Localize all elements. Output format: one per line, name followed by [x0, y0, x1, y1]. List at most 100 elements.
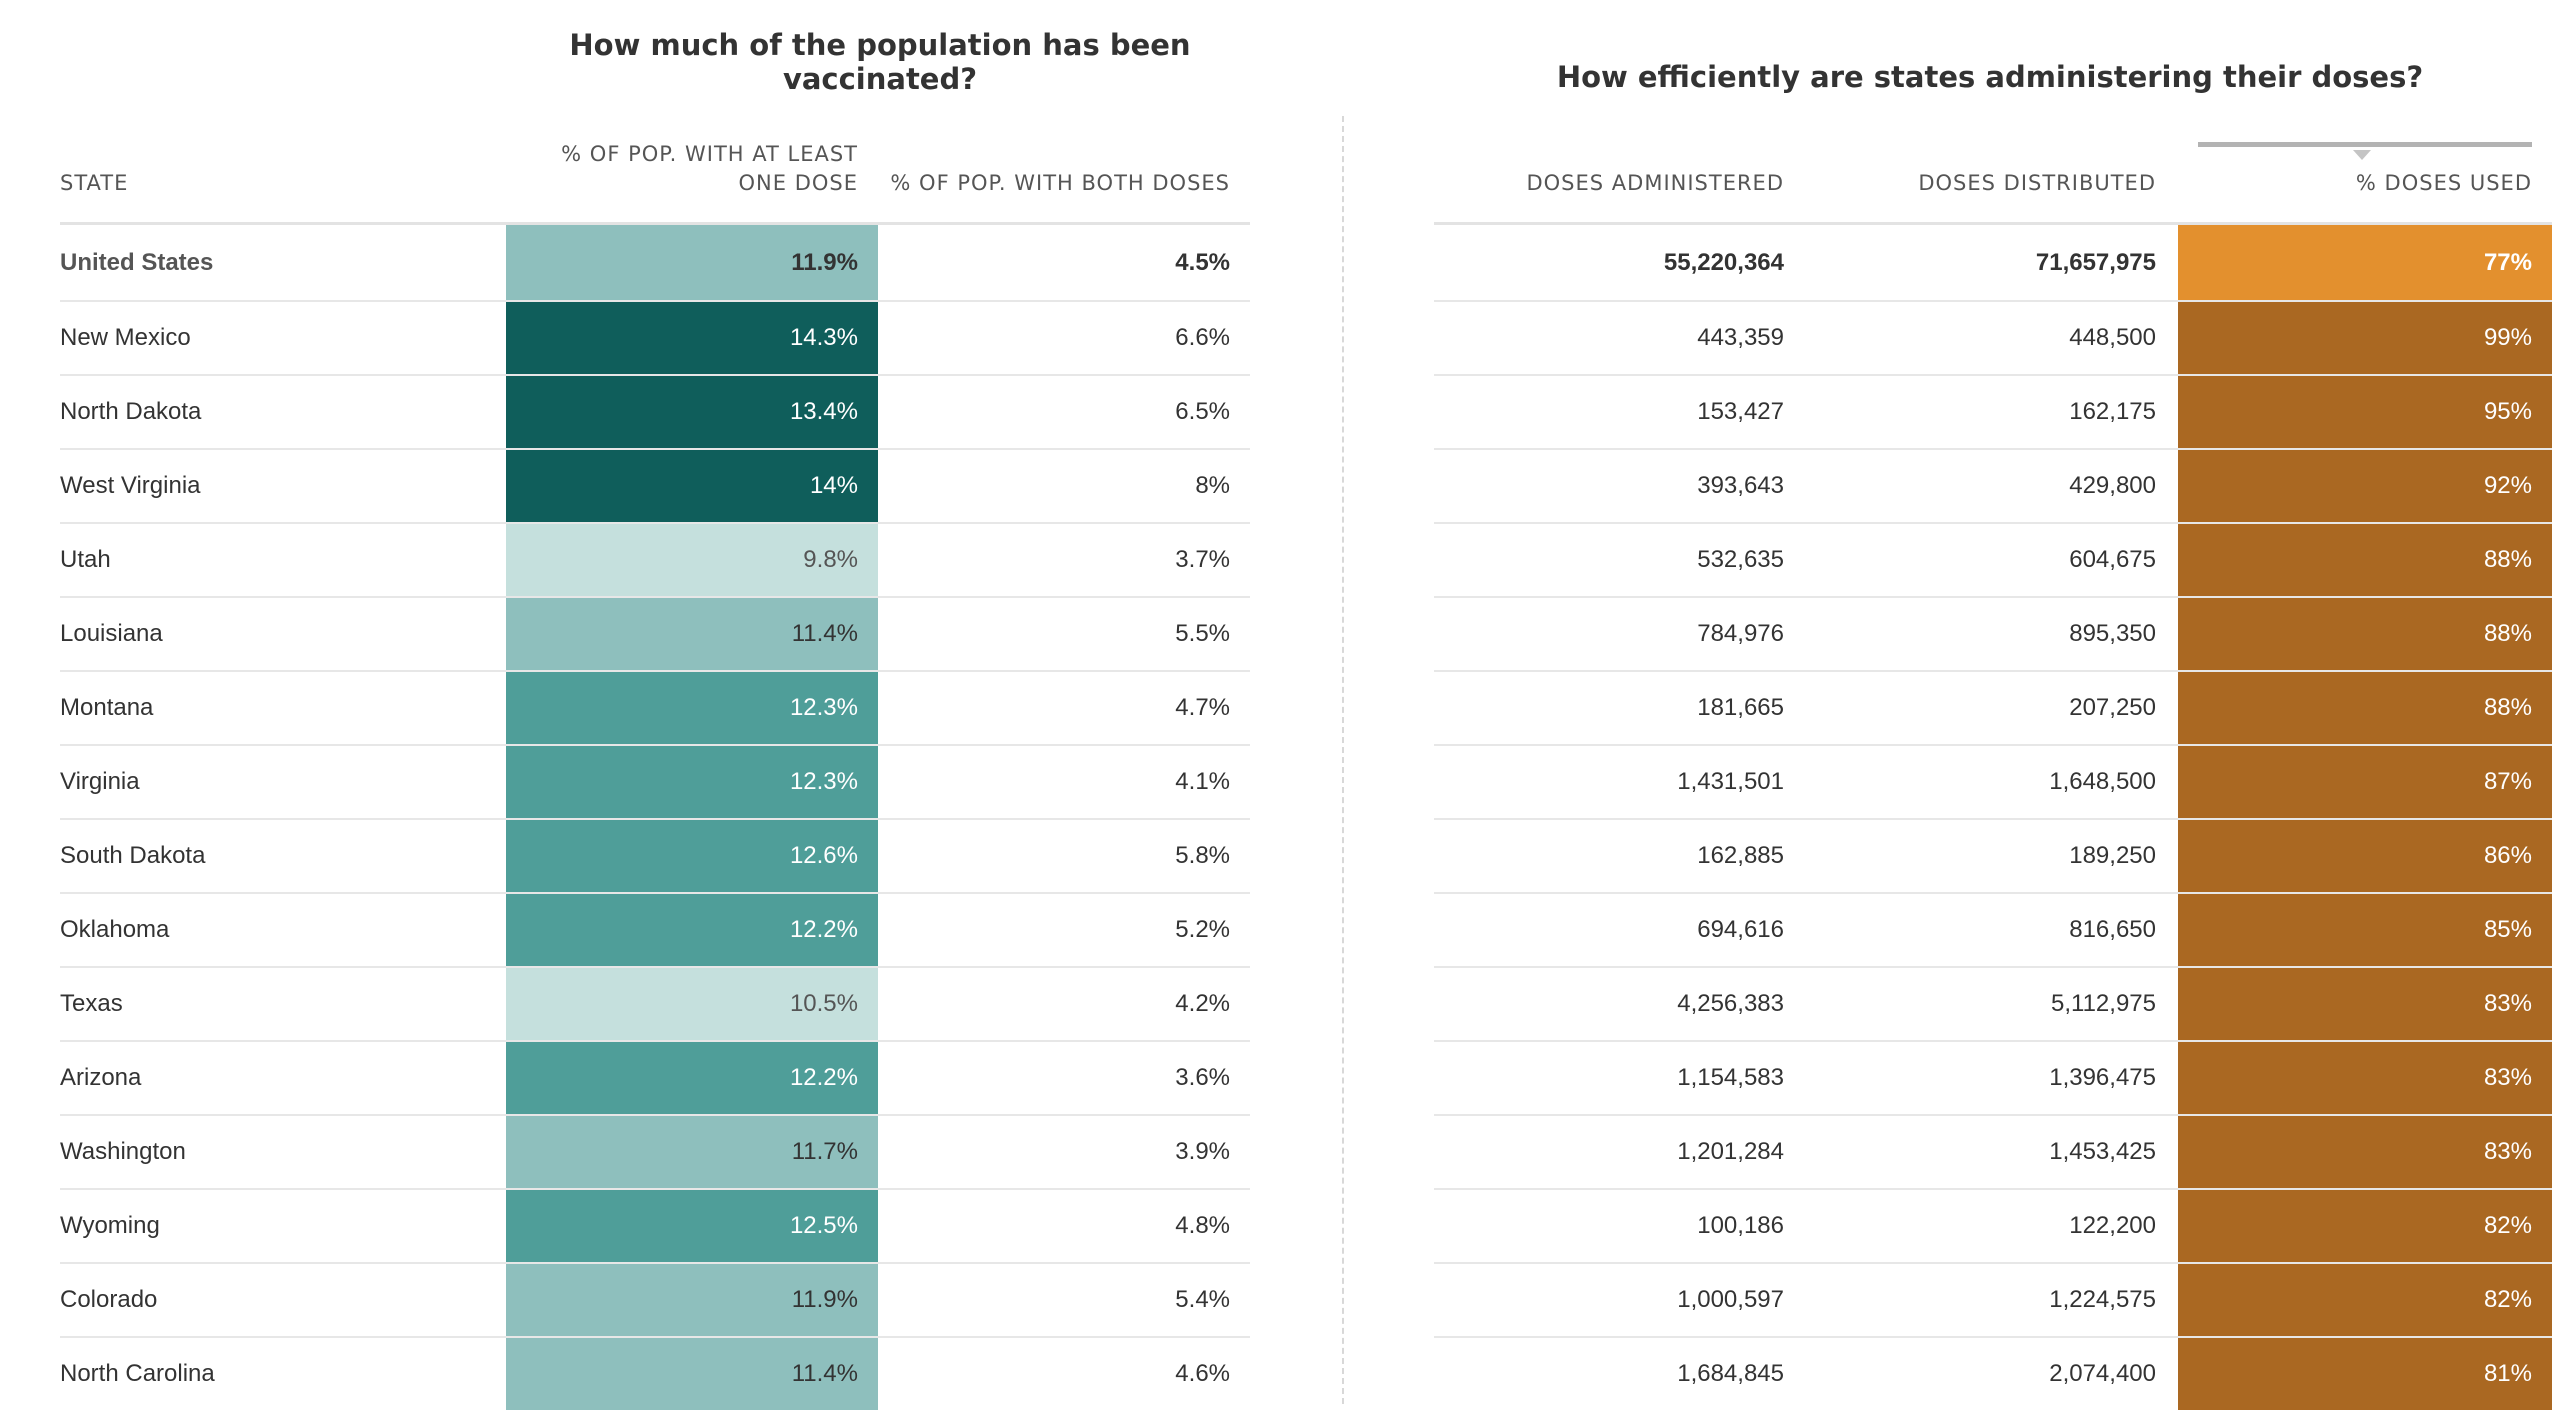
one-dose-cell: 14.3%	[506, 302, 878, 374]
doses-used-cell: 82%	[2178, 1190, 2552, 1262]
doses-used-cell: 95%	[2178, 376, 2552, 448]
state-name-cell: United States	[60, 248, 214, 276]
doses-administered-cell: 784,976	[1697, 620, 1784, 647]
doses-distributed-cell: 71,657,975	[2035, 248, 2156, 276]
doses-used-cell: 81%	[2178, 1338, 2552, 1410]
both-doses-cell: 4.1%	[1175, 768, 1230, 795]
both-doses-cell: 4.7%	[1175, 694, 1230, 721]
table-row: 1,201,284 1,453,425 83%	[1434, 1114, 2552, 1188]
doses-used-cell: 88%	[2178, 598, 2552, 670]
doses-distributed-cell: 1,396,475	[2049, 1064, 2156, 1091]
both-doses-cell: 3.9%	[1175, 1138, 1230, 1165]
doses-distributed-cell: 1,224,575	[2049, 1286, 2156, 1313]
both-doses-cell: 4.5%	[1175, 248, 1230, 276]
table-row: North Dakota 13.4% 6.5%	[60, 374, 1250, 448]
one-dose-cell: 13.4%	[506, 376, 878, 448]
state-name-cell: Texas	[60, 990, 123, 1017]
doses-administered-cell: 1,431,501	[1677, 768, 1784, 795]
table-row: 100,186 122,200 82%	[1434, 1188, 2552, 1262]
one-dose-cell: 10.5%	[506, 968, 878, 1040]
table-row: Virginia 12.3% 4.1%	[60, 744, 1250, 818]
one-dose-cell: 12.5%	[506, 1190, 878, 1262]
table-row: 443,359 448,500 99%	[1434, 300, 2552, 374]
doses-distributed-cell: 816,650	[2069, 916, 2156, 943]
doses-administered-cell: 100,186	[1697, 1212, 1784, 1239]
section-divider	[1342, 116, 1344, 1404]
column-header-doses-used[interactable]: % DOSES USED	[2355, 171, 2532, 195]
state-name-cell: Virginia	[60, 768, 140, 795]
state-name-cell: Wyoming	[60, 1212, 160, 1239]
doses-administered-cell: 393,643	[1697, 472, 1784, 499]
doses-distributed-cell: 2,074,400	[2049, 1360, 2156, 1387]
doses-used-cell: 86%	[2178, 820, 2552, 892]
table-row-national: 55,220,364 71,657,975 77%	[1434, 222, 2552, 300]
doses-used-cell: 92%	[2178, 450, 2552, 522]
doses-used-cell: 99%	[2178, 302, 2552, 374]
column-header-doses-administered[interactable]: DOSES ADMINISTERED	[1526, 171, 1784, 195]
column-header-one-dose[interactable]: % OF POP. WITH AT LEAST ONE DOSE	[561, 142, 858, 195]
table-row: 532,635 604,675 88%	[1434, 522, 2552, 596]
both-doses-cell: 5.2%	[1175, 916, 1230, 943]
state-name-cell: West Virginia	[60, 472, 201, 499]
doses-administered-cell: 1,154,583	[1677, 1064, 1784, 1091]
table-row: 784,976 895,350 88%	[1434, 596, 2552, 670]
one-dose-cell: 12.3%	[506, 746, 878, 818]
table-row: North Carolina 11.4% 4.6%	[60, 1336, 1250, 1410]
population-table-body: United States 11.9% 4.5% New Mexico 14.3% 6.6…	[60, 222, 1250, 1410]
one-dose-cell: 11.7%	[506, 1116, 878, 1188]
doses-administered-cell: 55,220,364	[1663, 248, 1784, 276]
doses-used-cell: 83%	[2178, 1116, 2552, 1188]
table-row: 181,665 207,250 88%	[1434, 670, 2552, 744]
table-row: Montana 12.3% 4.7%	[60, 670, 1250, 744]
table-row-national: United States 11.9% 4.5%	[60, 222, 1250, 300]
both-doses-cell: 5.5%	[1175, 620, 1230, 647]
one-dose-cell: 12.2%	[506, 1042, 878, 1114]
column-header-doses-distributed[interactable]: DOSES DISTRIBUTED	[1918, 171, 2156, 195]
one-dose-cell: 12.6%	[506, 820, 878, 892]
both-doses-cell: 4.8%	[1175, 1212, 1230, 1239]
doses-used-cell: 83%	[2178, 968, 2552, 1040]
state-name-cell: New Mexico	[60, 324, 191, 351]
column-header-state[interactable]: STATE	[60, 171, 129, 195]
state-name-cell: Oklahoma	[60, 916, 170, 943]
doses-distributed-cell: 448,500	[2069, 324, 2156, 351]
efficiency-table-body: 55,220,364 71,657,975 77% 443,359 448,500 99%…	[1434, 222, 2552, 1410]
both-doses-cell: 5.8%	[1175, 842, 1230, 869]
efficiency-table-header: DOSES ADMINISTERED DOSES DISTRIBUTED % D…	[1434, 130, 2552, 222]
doses-administered-cell: 1,201,284	[1677, 1138, 1784, 1165]
doses-distributed-cell: 5,112,975	[2051, 990, 2156, 1017]
table-row: 1,154,583 1,396,475 83%	[1434, 1040, 2552, 1114]
state-name-cell: Arizona	[60, 1064, 142, 1091]
column-header-both-doses[interactable]: % OF POP. WITH BOTH DOSES	[890, 171, 1230, 195]
doses-used-cell: 88%	[2178, 672, 2552, 744]
doses-distributed-cell: 122,200	[2069, 1212, 2156, 1239]
doses-used-cell: 85%	[2178, 894, 2552, 966]
doses-used-cell: 77%	[2178, 225, 2552, 300]
state-name-cell: Washington	[60, 1138, 186, 1165]
one-dose-cell: 14%	[506, 450, 878, 522]
both-doses-cell: 6.5%	[1175, 398, 1230, 425]
both-doses-cell: 3.6%	[1175, 1064, 1230, 1091]
doses-distributed-cell: 1,453,425	[2049, 1138, 2156, 1165]
state-name-cell: Colorado	[60, 1286, 158, 1313]
both-doses-cell: 6.6%	[1175, 324, 1230, 351]
table-row: 694,616 816,650 85%	[1434, 892, 2552, 966]
sort-down-icon[interactable]	[2353, 150, 2371, 160]
state-name-cell: Montana	[60, 694, 154, 721]
table-row: 162,885 189,250 86%	[1434, 818, 2552, 892]
both-doses-cell: 8%	[1195, 472, 1230, 499]
one-dose-cell: 11.9%	[506, 1264, 878, 1336]
doses-distributed-cell: 1,648,500	[2049, 768, 2156, 795]
one-dose-cell: 11.4%	[506, 598, 878, 670]
one-dose-cell: 11.9%	[506, 225, 878, 300]
both-doses-cell: 4.2%	[1175, 990, 1230, 1017]
one-dose-cell: 9.8%	[506, 524, 878, 596]
doses-administered-cell: 4,256,383	[1677, 990, 1784, 1017]
table-row: Texas 10.5% 4.2%	[60, 966, 1250, 1040]
one-dose-cell: 12.3%	[506, 672, 878, 744]
table-row: Colorado 11.9% 5.4%	[60, 1262, 1250, 1336]
doses-administered-cell: 532,635	[1697, 546, 1784, 573]
doses-administered-cell: 181,665	[1697, 694, 1784, 721]
table-row: 1,431,501 1,648,500 87%	[1434, 744, 2552, 818]
doses-used-cell: 82%	[2178, 1264, 2552, 1336]
